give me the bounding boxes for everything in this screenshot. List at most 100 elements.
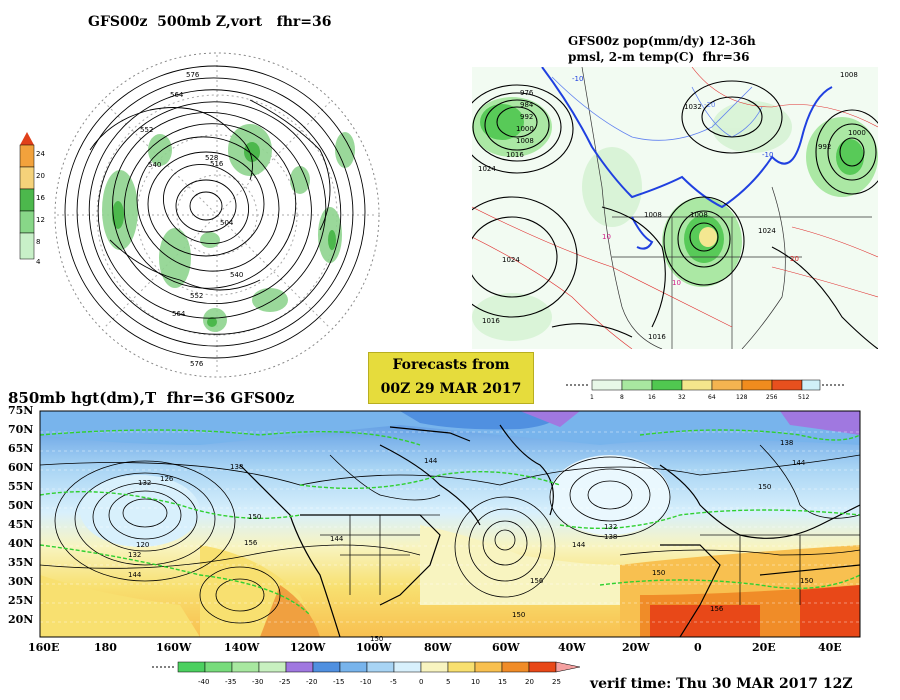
polar-colorbar-label: 16 [36, 194, 45, 202]
temp-label: 10 [602, 233, 611, 241]
isobar-label: 1008 [690, 211, 708, 219]
temp850-colorbar-label: 5 [446, 678, 450, 686]
polar-colorbar-label: 8 [36, 238, 40, 246]
pop-colorbar-label: 256 [766, 394, 778, 401]
polar-contour-label: 540 [230, 271, 243, 279]
height-label: 156 [710, 605, 724, 613]
height-label: 150 [758, 483, 771, 491]
temp-label: 20 [790, 255, 799, 263]
temp-label: 10 [672, 279, 681, 287]
lat-label: 50N [8, 499, 34, 512]
lat-label: 65N [8, 442, 34, 455]
temp850-colorbar-label: 20 [525, 678, 534, 686]
polar-contour-label: 504 [220, 219, 234, 227]
pop-map-title-line2: pmsl, 2-m temp(C) fhr=36 [568, 50, 750, 64]
forecast-init-box: Forecasts from 00Z 29 MAR 2017 [368, 352, 534, 404]
temp850-colorbar-label: -10 [360, 678, 371, 686]
pop-colorbar-label: 32 [678, 394, 686, 401]
temp-label: -10 [762, 151, 773, 159]
isobar-label: 1000 [848, 129, 866, 137]
temp850-colorbar-label: -30 [252, 678, 263, 686]
isobar-label: 1008 [516, 137, 534, 145]
polar-map-title: GFS00z 500mb Z,vort fhr=36 [88, 14, 332, 30]
temp850-colorbar-label: -20 [306, 678, 317, 686]
height-label: 150 [800, 577, 813, 585]
height-label: 126 [160, 475, 174, 483]
height-label: 150 [248, 513, 261, 521]
height-label: 132 [128, 551, 141, 559]
temp850-colorbar-label: -5 [390, 678, 397, 686]
pop-pmsl-map: 976 984 992 1000 1008 1016 1024 1024 100… [472, 67, 878, 349]
verif-time: verif time: Thu 30 MAR 2017 12Z [590, 676, 853, 692]
lon-label: 0 [694, 641, 702, 654]
lon-label: 60W [492, 641, 520, 654]
lon-label: 100W [356, 641, 392, 654]
polar-contour-label: 576 [190, 360, 204, 368]
lon-label: 160E [28, 641, 60, 654]
temp850-colorbar-label: -15 [333, 678, 344, 686]
lat-label: 45N [8, 518, 34, 531]
temp850-colorbar-label: -25 [279, 678, 290, 686]
lat-label: 75N [8, 404, 34, 417]
height-label: 132 [138, 479, 151, 487]
pop-colorbar: 1 8 16 32 64 128 256 512 [566, 379, 846, 401]
temp850-colorbar-label: -35 [225, 678, 236, 686]
polar-contour-label: 564 [172, 310, 186, 318]
temp850-colorbar: -40 -35 -30 -25 -20 -15 -10 -5 0 5 10 15… [152, 661, 581, 686]
temp850-colorbar-label: 25 [552, 678, 561, 686]
lon-label: 180 [94, 641, 117, 654]
polar-colorbar: 24 20 16 12 8 4 [19, 132, 45, 266]
isobar-label: 984 [520, 101, 534, 109]
isobar-label: 1016 [648, 333, 666, 341]
isobar-label: 1016 [506, 151, 524, 159]
height-label: 144 [792, 459, 806, 467]
height-label: 144 [572, 541, 586, 549]
isobar-label: 976 [520, 89, 534, 97]
height-label: 144 [424, 457, 438, 465]
lat-label: 30N [8, 575, 34, 588]
pop-colorbar-label: 16 [648, 394, 656, 401]
isobar-label: 1024 [502, 256, 520, 264]
polar-colorbar-label: 12 [36, 216, 45, 224]
polar-contour-label: 516 [210, 160, 224, 168]
polar-colorbar-label: 24 [36, 150, 45, 158]
isobar-label: 1024 [758, 227, 776, 235]
height-label: 150 [512, 611, 525, 619]
polar-500mb-map: 576 564 552 540 528 516 504 540 552 564 … [19, 52, 380, 378]
isobar-label: 1016 [482, 317, 500, 325]
temp850-colorbar-label: 10 [471, 678, 480, 686]
polar-contour-label: 552 [140, 126, 153, 134]
temp850-colorbar-label: -40 [198, 678, 209, 686]
height-label: 138 [230, 463, 243, 471]
lon-label: 20E [752, 641, 776, 654]
lat-label: 70N [8, 423, 34, 436]
height-label: 132 [604, 523, 617, 531]
pop-map-title-line1: GFS00z pop(mm/dy) 12-36h [568, 34, 756, 48]
height-label: 138 [604, 533, 617, 541]
height-label: 120 [136, 541, 149, 549]
height-label: 156 [244, 539, 258, 547]
temp850-colorbar-label: 15 [498, 678, 507, 686]
map850-title: 850mb hgt(dm),T fhr=36 GFS00z [8, 389, 295, 407]
isobar-label: 992 [520, 113, 533, 121]
lon-label: 160W [156, 641, 192, 654]
pop-colorbar-label: 1 [590, 394, 594, 401]
polar-contour-label: 552 [190, 292, 203, 300]
forecast-init-line1: Forecasts from [392, 357, 510, 373]
height-label: 156 [530, 577, 544, 585]
lon-label: 40E [818, 641, 842, 654]
polar-contour-label: 528 [205, 154, 218, 162]
lon-label: 140W [224, 641, 260, 654]
height-label: 150 [652, 569, 665, 577]
lat-label: 55N [8, 480, 34, 493]
isobar-label: 1024 [478, 165, 496, 173]
lat-label: 40N [8, 537, 34, 550]
lon-label: 40W [558, 641, 586, 654]
polar-contour-label: 576 [186, 71, 200, 79]
lat-label: 20N [8, 613, 34, 626]
isobar-label: 1000 [516, 125, 534, 133]
polar-colorbar-label: 4 [36, 258, 41, 266]
height-label: 144 [128, 571, 142, 579]
height-label: 150 [370, 635, 383, 643]
temp-label: -20 [704, 101, 715, 109]
